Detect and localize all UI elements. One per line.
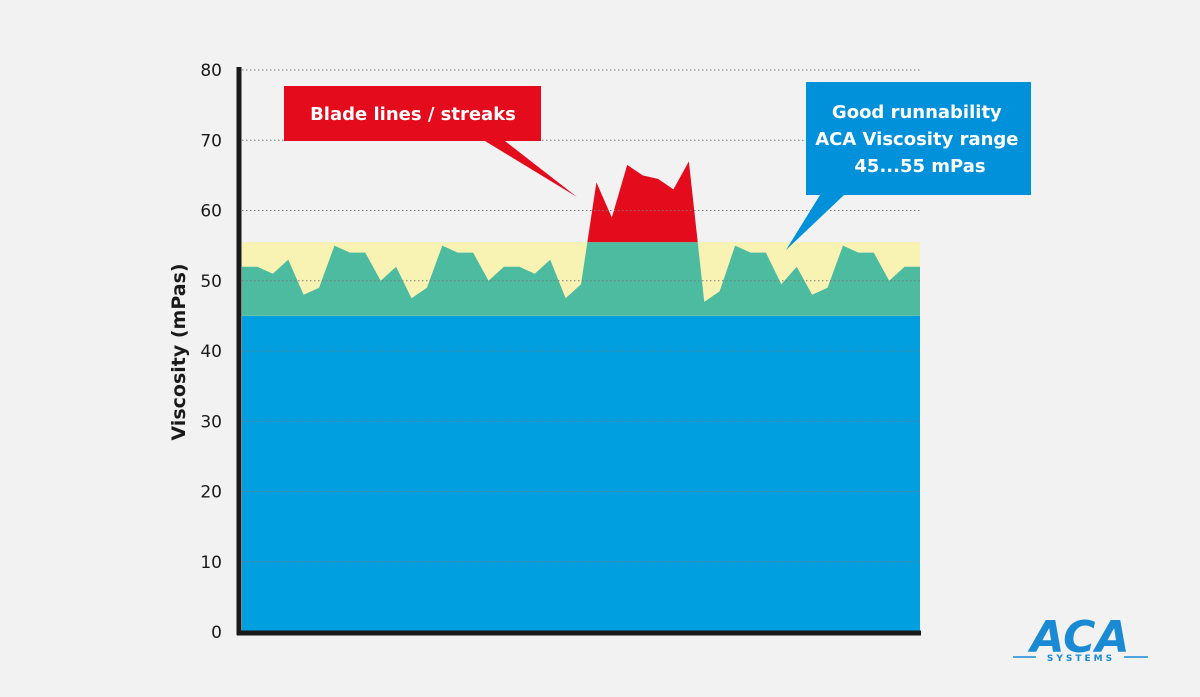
y-tick-label: 0 [211,623,222,643]
callout-good-runnability-line-3: 45...55 mPas [854,156,985,177]
y-tick-label: 20 [200,483,222,503]
y-tick-label: 70 [200,131,222,151]
callout-good-runnability-text: Good runnability ACA Viscosity range 45.… [815,102,1025,177]
aca-systems-logo: ACA SYSTEMS [1013,612,1148,664]
y-tick-label: 30 [200,412,222,432]
logo-main-text: ACA [1027,612,1129,663]
viscosity-area-in-range [242,242,920,316]
y-tick-label: 10 [200,553,222,573]
y-tick-label: 60 [200,202,222,222]
callout-good-runnability-box [786,82,1031,250]
viscosity-area-above-range [587,161,698,243]
callout-blade-lines: Blade lines / streaks [284,86,577,197]
logo-sub-text: SYSTEMS [1047,654,1115,664]
callout-good-runnability: Good runnability ACA Viscosity range 45.… [786,82,1031,250]
band-below-range [242,315,920,632]
callout-blade-lines-text: Blade lines / streaks [310,104,516,125]
y-tick-label: 50 [200,272,222,292]
y-axis-label: Viscosity (mPas) [168,263,190,440]
callout-blade-lines-box [284,86,577,197]
callout-good-runnability-line-2: ACA Viscosity range [815,129,1018,150]
y-tick-label: 40 [200,342,222,362]
callout-good-runnability-line-1: Good runnability [832,102,1002,123]
callout-blade-lines-line: Blade lines / streaks [310,104,516,125]
y-axis-ticks: 0 10 20 30 40 50 60 70 80 [200,61,222,643]
y-tick-label: 80 [200,61,222,81]
